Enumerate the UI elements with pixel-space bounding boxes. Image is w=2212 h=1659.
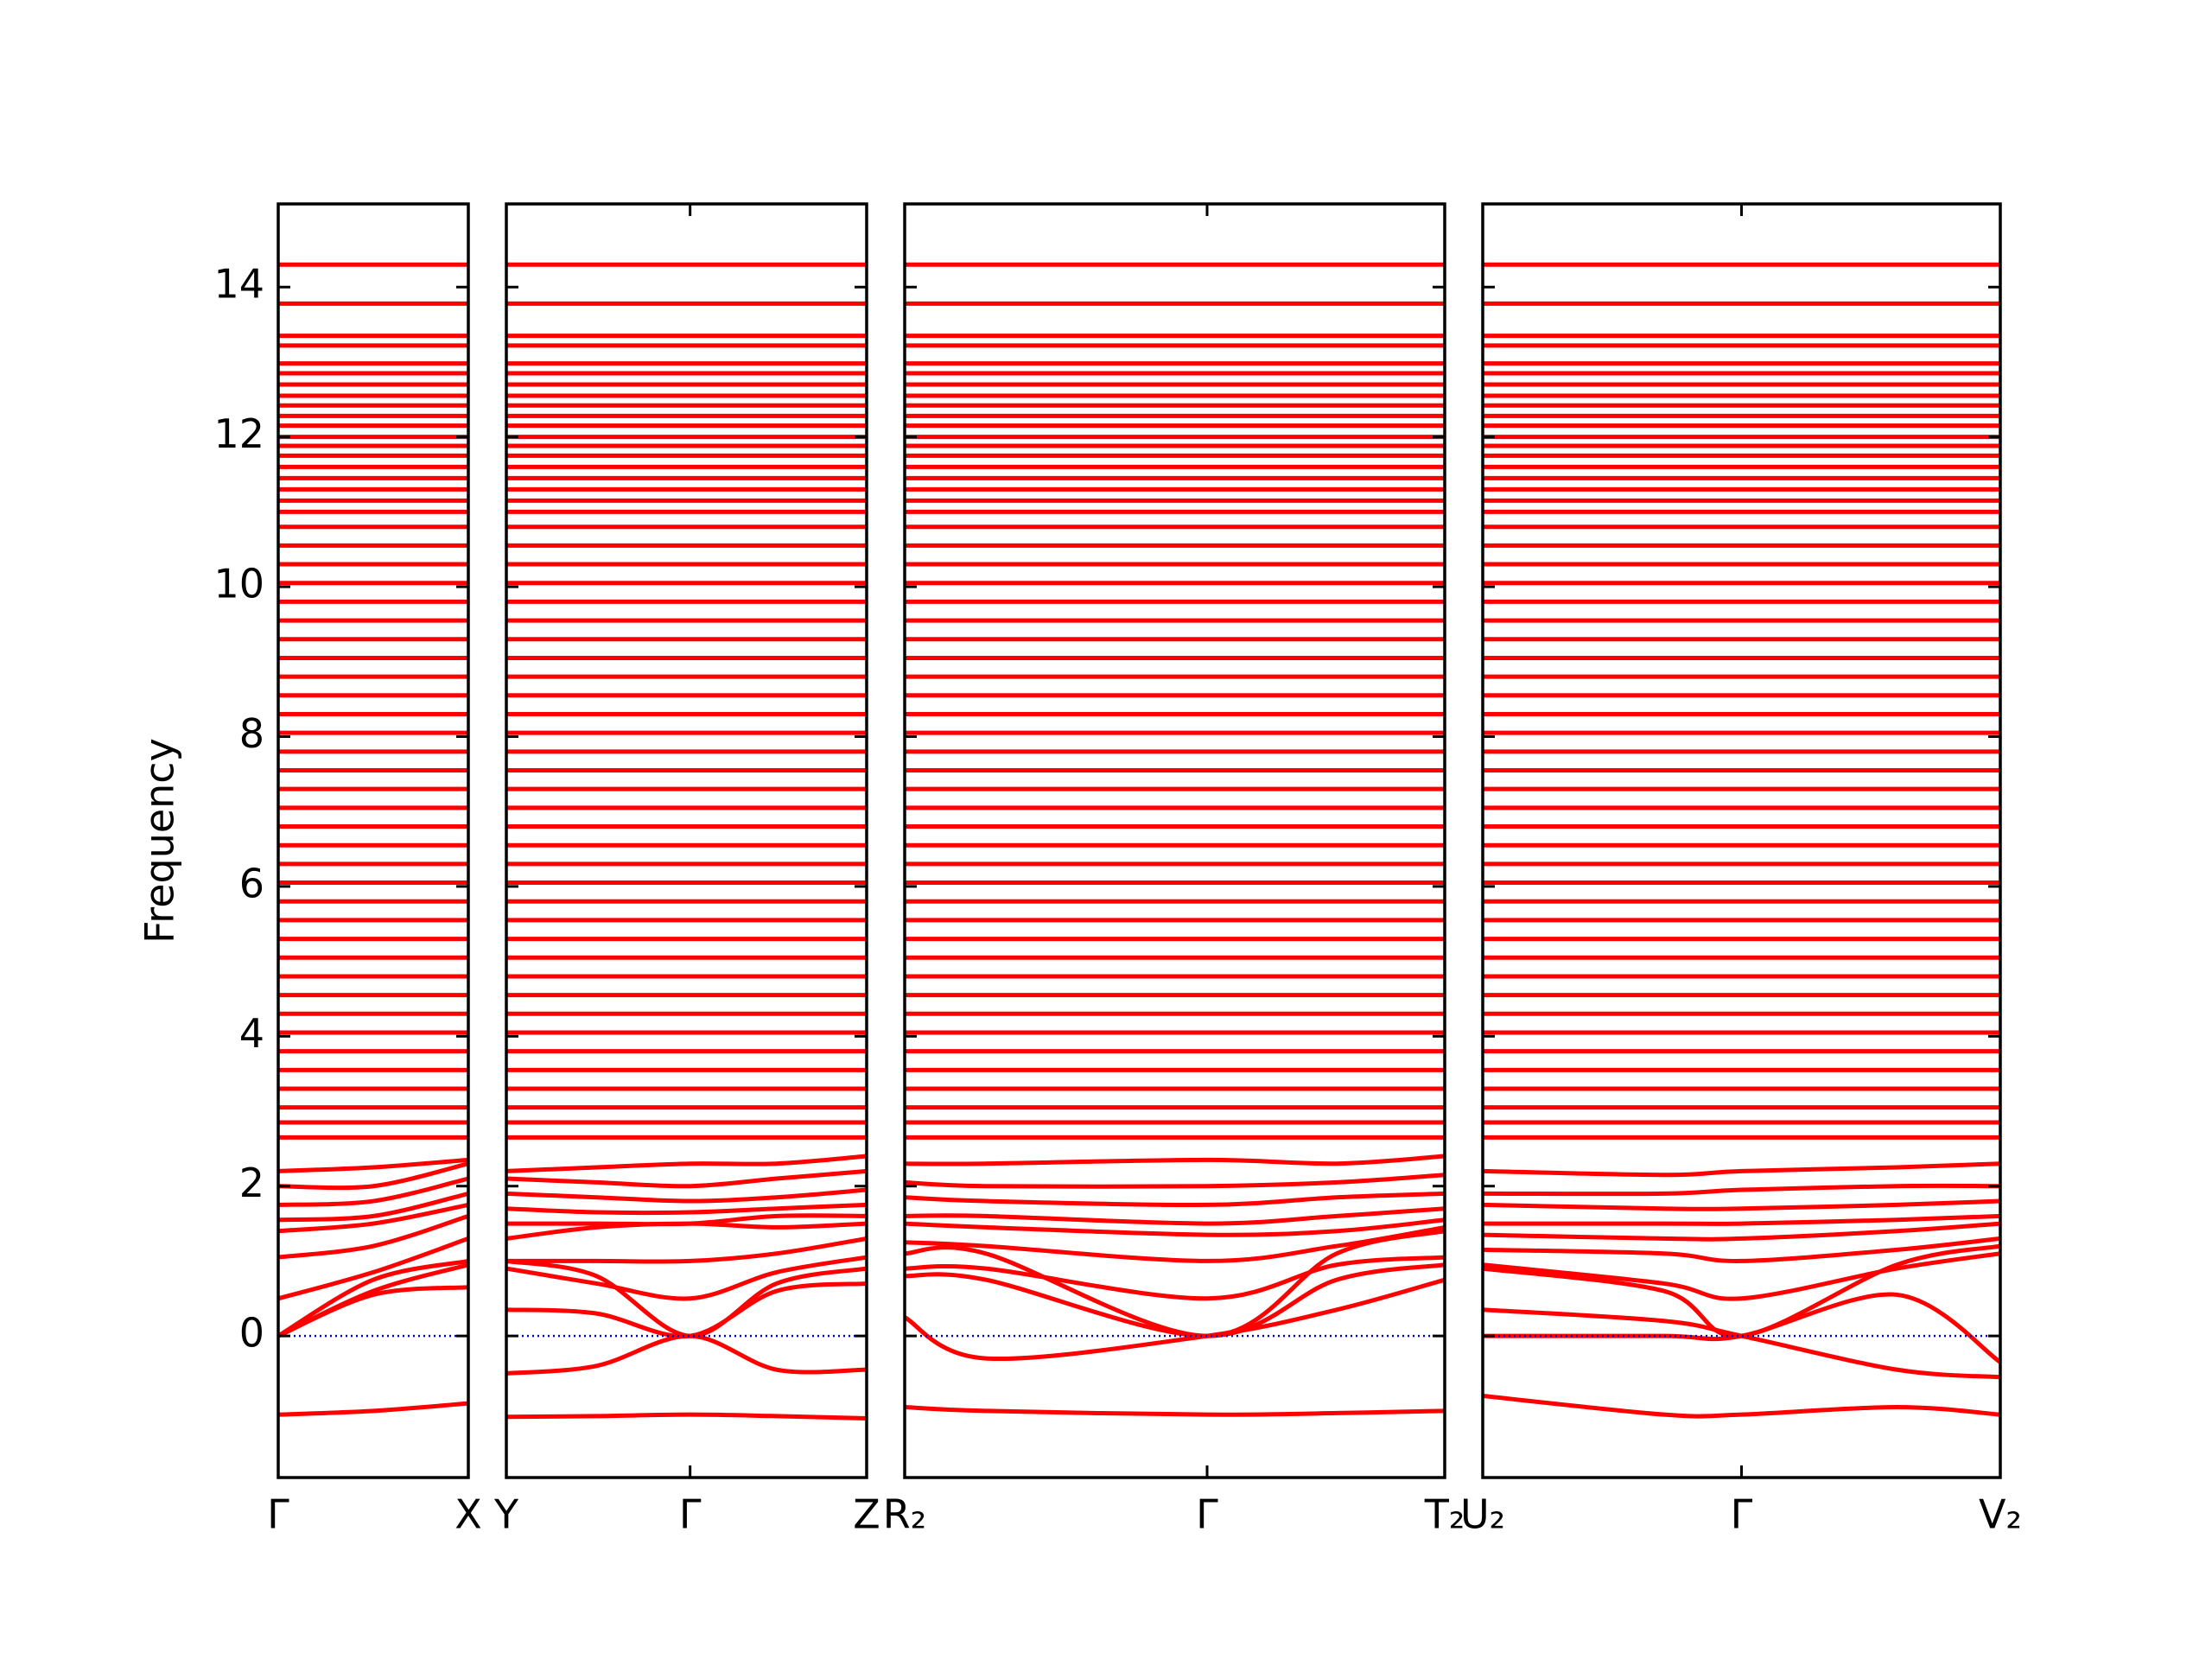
y-tick-label: 14 (213, 261, 264, 308)
y-tick-label: 2 (239, 1160, 264, 1206)
x-tick-label: Γ (1731, 1491, 1753, 1538)
band-line (278, 1202, 468, 1234)
band-line (905, 1173, 1445, 1189)
panel-frame (276, 202, 470, 1479)
band-line (905, 1262, 1445, 1338)
x-tick-label: Y (493, 1491, 519, 1538)
band-line (1483, 1183, 2000, 1197)
band-line (1483, 1292, 2000, 1364)
x-tick-label: T₂ (1424, 1491, 1465, 1538)
band-line (905, 1206, 1445, 1226)
panel (278, 262, 468, 1417)
band-line (1483, 1236, 2000, 1263)
band-line (278, 1191, 468, 1223)
x-tick-label: V₂ (1979, 1491, 2022, 1538)
band-line (506, 1187, 867, 1204)
band-line (1483, 1251, 2000, 1301)
panel-frame (903, 202, 1446, 1479)
x-tick-label: U₂ (1460, 1491, 1505, 1538)
y-tick-label: 12 (213, 410, 264, 457)
band-line (506, 1202, 867, 1216)
y-tick-label: 6 (239, 860, 264, 906)
band-line (506, 1154, 867, 1173)
band-line (1483, 1161, 2000, 1178)
panel-frame (505, 202, 868, 1479)
y-tick-label: 0 (239, 1310, 264, 1357)
band-line (278, 1401, 468, 1417)
band-line (278, 1157, 468, 1173)
band-line (506, 1168, 867, 1189)
panel (905, 262, 1445, 1417)
band-line (1483, 1307, 2000, 1380)
band-line (506, 1236, 867, 1264)
y-tick-label: 4 (239, 1010, 264, 1057)
band-line (506, 1333, 867, 1376)
y-tick-label: 10 (213, 561, 264, 607)
band-line (1483, 1243, 2000, 1338)
band-line (278, 1236, 468, 1301)
band-line (278, 1285, 468, 1338)
band-line (506, 1281, 867, 1339)
x-tick-label: Γ (679, 1491, 702, 1538)
x-tick-label: Γ (1196, 1491, 1218, 1538)
band-line (905, 1154, 1445, 1166)
panel (506, 262, 867, 1421)
band-line (506, 1213, 867, 1227)
band-line (905, 1191, 1445, 1207)
y-tick-label: 8 (239, 710, 264, 757)
band-line (506, 1412, 867, 1421)
band-line (278, 1258, 468, 1338)
band-line (1483, 1394, 2000, 1419)
x-tick-label: R₂ (883, 1491, 926, 1538)
band-line (905, 1255, 1445, 1301)
band-line (905, 1217, 1445, 1237)
band-line (278, 1262, 468, 1338)
band-line (905, 1405, 1445, 1417)
band-line (905, 1277, 1445, 1362)
band-line (278, 1161, 468, 1191)
band-line (905, 1224, 1445, 1263)
band-line (1483, 1213, 2000, 1226)
panel (1483, 262, 2000, 1419)
x-tick-label: X (454, 1491, 482, 1538)
band-line (506, 1255, 867, 1301)
x-tick-label: Γ (267, 1491, 289, 1538)
band-line (1483, 1198, 2000, 1211)
y-axis-label: Frequency (137, 738, 183, 944)
band-line (506, 1258, 867, 1338)
band-line (278, 1176, 468, 1207)
band-line (1483, 1221, 2000, 1242)
band-line (278, 1214, 468, 1260)
x-tick-label: Z (853, 1491, 880, 1538)
